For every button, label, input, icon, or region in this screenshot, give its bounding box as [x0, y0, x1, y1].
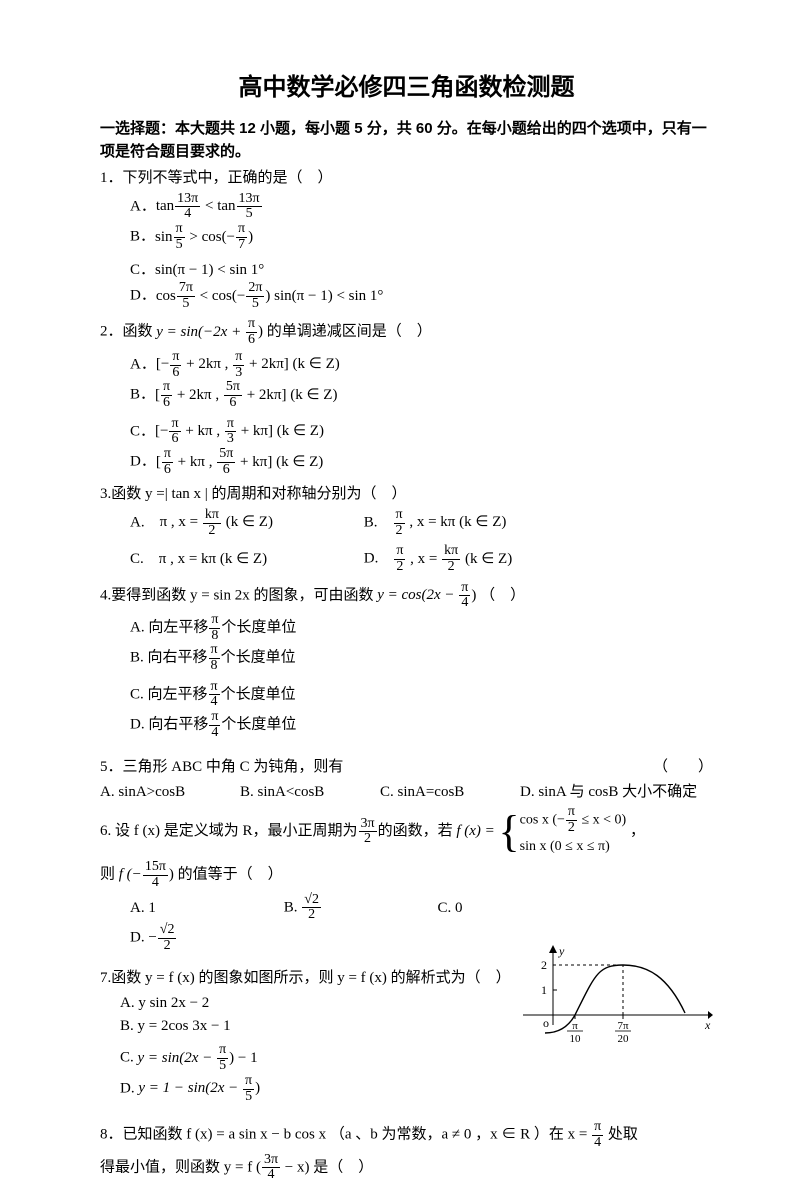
svg-text:o: o [543, 1016, 549, 1030]
q6-choice-a: A. 1 [130, 897, 270, 920]
q6-stem: 6. 设 f (x) 是定义域为 R，最小正周期为3π2的函数，若 f (x) … [100, 805, 713, 858]
q7-choice-a: A. y sin 2x − 2 [120, 992, 300, 1015]
q1-stem: 1．下列不等式中，正确的是（ ） [100, 167, 713, 190]
svg-text:y: y [558, 945, 565, 958]
q6-choice-b: B. √22 [284, 893, 424, 923]
q1-choice-b: B．sinπ5 > cos(−π7) [130, 222, 410, 252]
svg-text:x: x [704, 1018, 711, 1032]
q5-choice-b: B. sinA<cosB [240, 781, 380, 804]
question-2: 2．函数 y = sin(−2x + π6) 的单调递减区间是（ ） A．[−π… [100, 317, 713, 477]
q2-choice-b: B．[π6 + 2kπ , 5π6 + 2kπ] (k ∈ Z) [130, 380, 410, 410]
q7-graph: y x o 2 1 π10 7π20 [523, 945, 713, 1055]
question-7: 7.函数 y = f (x) 的图象如图所示，则 y = f (x) 的解析式为… [100, 965, 713, 1110]
q2-choice-c: C．[−π6 + kπ , π3 + kπ] (k ∈ Z) [130, 417, 410, 447]
q5-stem: 5．三角形 ABC 中角 C 为钝角，则有（ ） [100, 756, 713, 779]
q1-choice-d: D．cos7π5 < cos(−2π5) sin(π − 1) < sin 1° [130, 281, 410, 311]
q1-choice-c: C．sin(π − 1) < sin 1° [130, 259, 410, 282]
q3-choice-d: D. π2 , x = kπ2 (k ∈ Z) [364, 544, 644, 574]
q4-choice-d: D. 向右平移π4个长度单位 [130, 710, 410, 740]
section-1-header: 一选择题：本大题共 12 小题，每小题 5 分，共 60 分。在每小题给出的四个… [100, 118, 713, 163]
question-6: 6. 设 f (x) 是定义域为 R，最小正周期为3π2的函数，若 f (x) … [100, 805, 713, 953]
svg-text:2: 2 [541, 958, 547, 972]
q4-choice-b: B. 向右平移π8个长度单位 [130, 643, 410, 673]
svg-text:20: 20 [618, 1033, 630, 1045]
page-title: 高中数学必修四三角函数检测题 [100, 70, 713, 106]
question-8: 8．已知函数 f (x) = a sin x − b cos x （a 、b 为… [100, 1120, 713, 1183]
q3-choice-a: A. π , x = kπ2 (k ∈ Z) [130, 508, 350, 538]
question-4: 4.要得到函数 y = sin 2x 的图象，可由函数 y = cos(2x −… [100, 581, 713, 741]
q4-stem: 4.要得到函数 y = sin 2x 的图象，可由函数 y = cos(2x −… [100, 581, 713, 611]
svg-text:7π: 7π [617, 1020, 629, 1032]
q3-choice-c: C. π , x = kπ (k ∈ Z) [130, 548, 350, 571]
q7-choice-d: D. y = 1 − sin(2x − π5) [120, 1074, 400, 1104]
q8-line2: 得最小值，则函数 y = f (3π4 − x) 是（ ） [100, 1153, 713, 1183]
q1-choice-a: A．tan13π4 < tan13π5 [130, 192, 410, 222]
q7-choice-b: B. y = 2cos 3x − 1 [120, 1015, 400, 1038]
q6-choice-d: D. −√22 [130, 923, 270, 953]
q4-choice-c: C. 向左平移π4个长度单位 [130, 680, 410, 710]
q7-choice-c: C. y = sin(2x − π5) − 1 [120, 1043, 300, 1073]
q3-stem: 3.函数 y =| tan x | 的周期和对称轴分别为（ ） [100, 483, 713, 506]
q5-choice-a: A. sinA>cosB [100, 781, 240, 804]
q2-choice-d: D．[π6 + kπ , 5π6 + kπ] (k ∈ Z) [130, 447, 410, 477]
q5-choice-c: C. sinA=cosB [380, 781, 520, 804]
question-5: 5．三角形 ABC 中角 C 为钝角，则有（ ） A. sinA>cosB B.… [100, 756, 713, 803]
q7-stem: 7.函数 y = f (x) 的图象如图所示，则 y = f (x) 的解析式为… [100, 967, 523, 990]
svg-text:π: π [572, 1020, 578, 1032]
svg-text:1: 1 [541, 983, 547, 997]
q4-choice-a: A. 向左平移π8个长度单位 [130, 613, 410, 643]
q3-choice-b: B. π2 , x = kπ (k ∈ Z) [364, 508, 644, 538]
question-3: 3.函数 y =| tan x | 的周期和对称轴分别为（ ） A. π , x… [100, 483, 713, 574]
q6-choice-c: C. 0 [438, 897, 578, 920]
svg-text:10: 10 [570, 1033, 582, 1045]
q2-choice-a: A．[−π6 + 2kπ , π3 + 2kπ] (k ∈ Z) [130, 350, 410, 380]
q8-stem: 8．已知函数 f (x) = a sin x − b cos x （a 、b 为… [100, 1120, 713, 1150]
q5-choice-d: D. sinA 与 cosB 大小不确定 [520, 781, 697, 804]
q6-line2: 则 f (−15π4) 的值等于（ ） [100, 860, 713, 890]
question-1: 1．下列不等式中，正确的是（ ） A．tan13π4 < tan13π5 B．s… [100, 167, 713, 311]
q2-stem: 2．函数 y = sin(−2x + π6) 的单调递减区间是（ ） [100, 317, 713, 347]
